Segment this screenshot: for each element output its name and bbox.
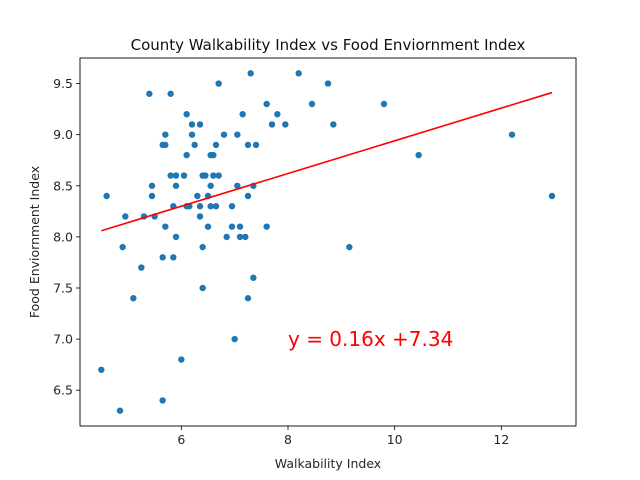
data-point bbox=[263, 223, 270, 230]
data-point bbox=[116, 407, 124, 414]
data-point bbox=[274, 111, 281, 118]
data-point bbox=[207, 182, 214, 189]
data-point bbox=[239, 111, 246, 118]
data-point bbox=[178, 356, 185, 363]
data-point bbox=[172, 182, 180, 189]
y-axis-label: Food Enviornment Index bbox=[27, 166, 42, 318]
regression-equation: y = 0.16x +7.34 bbox=[288, 327, 453, 351]
data-point bbox=[244, 141, 252, 149]
y-tick-label: 8.0 bbox=[53, 229, 73, 244]
data-point bbox=[196, 121, 204, 128]
data-point bbox=[170, 254, 177, 261]
data-point bbox=[308, 100, 316, 108]
data-point bbox=[98, 366, 105, 373]
y-tick-label: 9.0 bbox=[53, 127, 73, 142]
data-point bbox=[220, 131, 228, 138]
data-point bbox=[119, 243, 126, 251]
x-axis-label: Walkability Index bbox=[275, 456, 381, 471]
data-point bbox=[295, 70, 302, 77]
data-point bbox=[172, 172, 180, 179]
data-point bbox=[508, 131, 516, 138]
data-point bbox=[212, 141, 220, 149]
x-tick-label: 8 bbox=[284, 432, 292, 447]
data-point bbox=[194, 192, 201, 200]
plot-frame bbox=[79, 57, 577, 427]
data-point bbox=[282, 121, 289, 128]
data-point bbox=[188, 131, 196, 138]
data-point bbox=[162, 223, 169, 230]
data-point bbox=[146, 90, 153, 97]
data-point bbox=[212, 203, 220, 210]
data-point bbox=[167, 90, 174, 97]
y-tick-label: 8.5 bbox=[53, 178, 73, 193]
y-tick-label: 7.0 bbox=[53, 332, 73, 347]
regression-line bbox=[101, 91, 553, 232]
data-point bbox=[196, 203, 204, 210]
data-point bbox=[236, 233, 244, 241]
data-point bbox=[268, 121, 276, 128]
data-point bbox=[228, 203, 236, 210]
data-point bbox=[252, 141, 260, 149]
data-point bbox=[215, 80, 222, 87]
data-point bbox=[204, 223, 212, 230]
data-point bbox=[247, 70, 254, 77]
data-point bbox=[138, 264, 145, 271]
data-point bbox=[199, 284, 206, 292]
y-tick-label: 6.5 bbox=[53, 383, 73, 398]
data-point bbox=[548, 192, 556, 200]
x-tick-label: 10 bbox=[387, 432, 403, 447]
data-point bbox=[231, 335, 238, 343]
y-tick-label: 7.5 bbox=[53, 281, 73, 296]
data-point bbox=[244, 192, 252, 200]
y-tick-label: 9.5 bbox=[53, 76, 73, 91]
data-point bbox=[324, 80, 332, 87]
data-point bbox=[162, 141, 169, 149]
data-point bbox=[263, 100, 270, 108]
data-point bbox=[215, 172, 222, 179]
data-point bbox=[196, 213, 204, 220]
data-point bbox=[199, 243, 206, 251]
data-point bbox=[130, 295, 137, 302]
data-point bbox=[159, 397, 166, 404]
data-point bbox=[180, 172, 188, 179]
data-point bbox=[223, 233, 230, 241]
data-point bbox=[148, 182, 156, 189]
data-point bbox=[148, 192, 156, 200]
data-point bbox=[172, 233, 180, 241]
x-tick-label: 12 bbox=[493, 432, 509, 447]
data-point bbox=[234, 182, 241, 189]
data-point bbox=[207, 203, 214, 210]
data-point bbox=[415, 151, 422, 159]
data-point bbox=[210, 151, 217, 159]
data-point bbox=[183, 111, 190, 118]
data-point bbox=[183, 151, 190, 159]
data-point bbox=[330, 121, 337, 128]
data-point bbox=[191, 141, 198, 149]
chart-title: County Walkability Index vs Food Enviorn… bbox=[131, 36, 526, 54]
x-tick-label: 6 bbox=[177, 432, 185, 447]
data-point bbox=[234, 131, 241, 138]
data-point bbox=[236, 223, 244, 230]
data-point bbox=[380, 100, 388, 108]
data-point bbox=[210, 172, 217, 179]
data-point bbox=[244, 295, 252, 302]
data-point bbox=[103, 192, 110, 200]
data-point bbox=[122, 213, 129, 220]
data-point bbox=[242, 233, 249, 241]
data-point bbox=[159, 254, 166, 261]
data-point bbox=[162, 131, 169, 138]
data-point bbox=[346, 243, 353, 251]
data-point bbox=[250, 274, 257, 281]
data-point bbox=[167, 172, 174, 179]
data-point bbox=[202, 172, 209, 179]
data-point bbox=[188, 121, 196, 128]
data-point bbox=[228, 223, 236, 230]
plot-area: 6 8 10 12 6.5 7.0 7.5 8.0 8.5 9.0 9.5 y = 0.16x +7.… bbox=[53, 70, 556, 447]
